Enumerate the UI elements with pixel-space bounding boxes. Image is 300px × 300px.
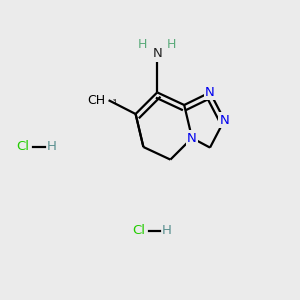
- Text: N: N: [152, 47, 162, 60]
- Text: H: H: [46, 140, 56, 154]
- Text: H: H: [138, 38, 148, 51]
- Text: CH: CH: [88, 94, 106, 107]
- Text: Cl: Cl: [16, 140, 29, 154]
- Text: ₃: ₃: [106, 95, 116, 105]
- Text: N: N: [220, 113, 229, 127]
- Text: H: H: [162, 224, 172, 238]
- Text: N: N: [187, 131, 197, 145]
- Text: Cl: Cl: [132, 224, 145, 238]
- Text: N: N: [205, 86, 215, 99]
- Text: H: H: [167, 38, 176, 51]
